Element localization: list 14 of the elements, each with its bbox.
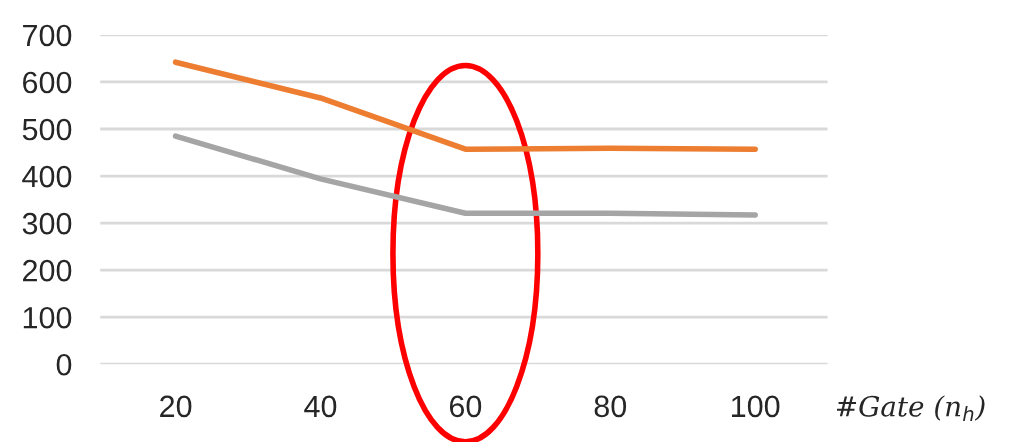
x-axis-title: #Gate (n$_{h}$) <box>837 395 985 421</box>
y-tick-label: 100 <box>23 306 72 329</box>
y-tick-label: 300 <box>22 212 72 235</box>
x-tick-label: 20 <box>160 395 192 418</box>
y-tick-label: 600 <box>23 71 72 94</box>
y-tick-label: 400 <box>22 165 72 188</box>
x-tick-label: 80 <box>594 395 627 418</box>
x-tick-label: 100 <box>732 395 780 418</box>
y-tick-label: 0 <box>56 353 72 376</box>
y-tick-label: 200 <box>23 259 72 282</box>
x-tick-label: 60 <box>449 395 482 418</box>
y-tick-label: 500 <box>22 118 72 141</box>
y-tick-label: 700 <box>23 24 72 47</box>
x-tick-label: 40 <box>304 395 337 418</box>
